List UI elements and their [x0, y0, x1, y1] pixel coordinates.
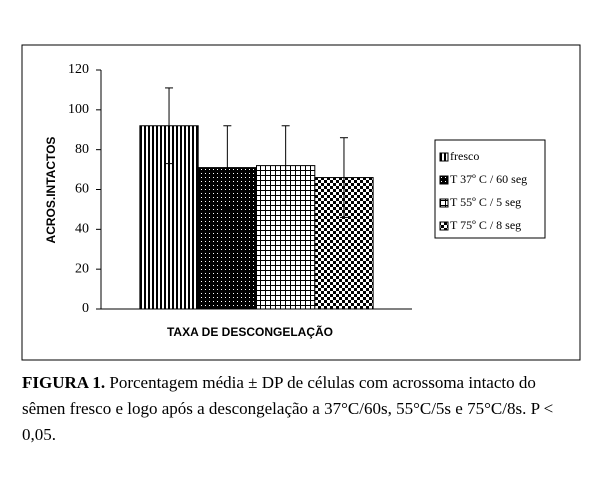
legend-box [434, 139, 546, 239]
legend-label: fresco [450, 149, 479, 163]
y-tick-label: 60 [75, 182, 89, 197]
chart: ACROS.INTACTOS TAXA DE DESCONGELAÇÃO 0 20… [21, 44, 581, 361]
legend-label: T 37º C / 60 seg [450, 172, 527, 186]
y-tick-label: 20 [75, 261, 89, 276]
x-axis-label: TAXA DE DESCONGELAÇÃO [167, 324, 333, 339]
chart-frame [21, 44, 581, 361]
y-tick-label: 100 [68, 102, 89, 117]
legend-label: T 75º C / 8 seg [450, 218, 521, 232]
y-tick-label: 80 [75, 142, 89, 157]
caption-label: FIGURA 1. [22, 373, 106, 392]
y-tick-label: 0 [82, 301, 89, 316]
legend-swatch [439, 175, 449, 185]
legend-swatch [439, 152, 449, 162]
y-tick-label: 120 [68, 62, 89, 77]
legend-swatch [439, 198, 449, 208]
y-axis-label: ACROS.INTACTOS [44, 137, 58, 244]
caption: FIGURA 1. Porcentagem média ± DP de célu… [22, 370, 582, 448]
caption-text: Porcentagem média ± DP de células com ac… [22, 373, 554, 444]
legend-label: T 55º C / 5 seg [450, 195, 521, 209]
legend-swatch [439, 221, 449, 231]
y-tick-label: 40 [75, 222, 89, 237]
